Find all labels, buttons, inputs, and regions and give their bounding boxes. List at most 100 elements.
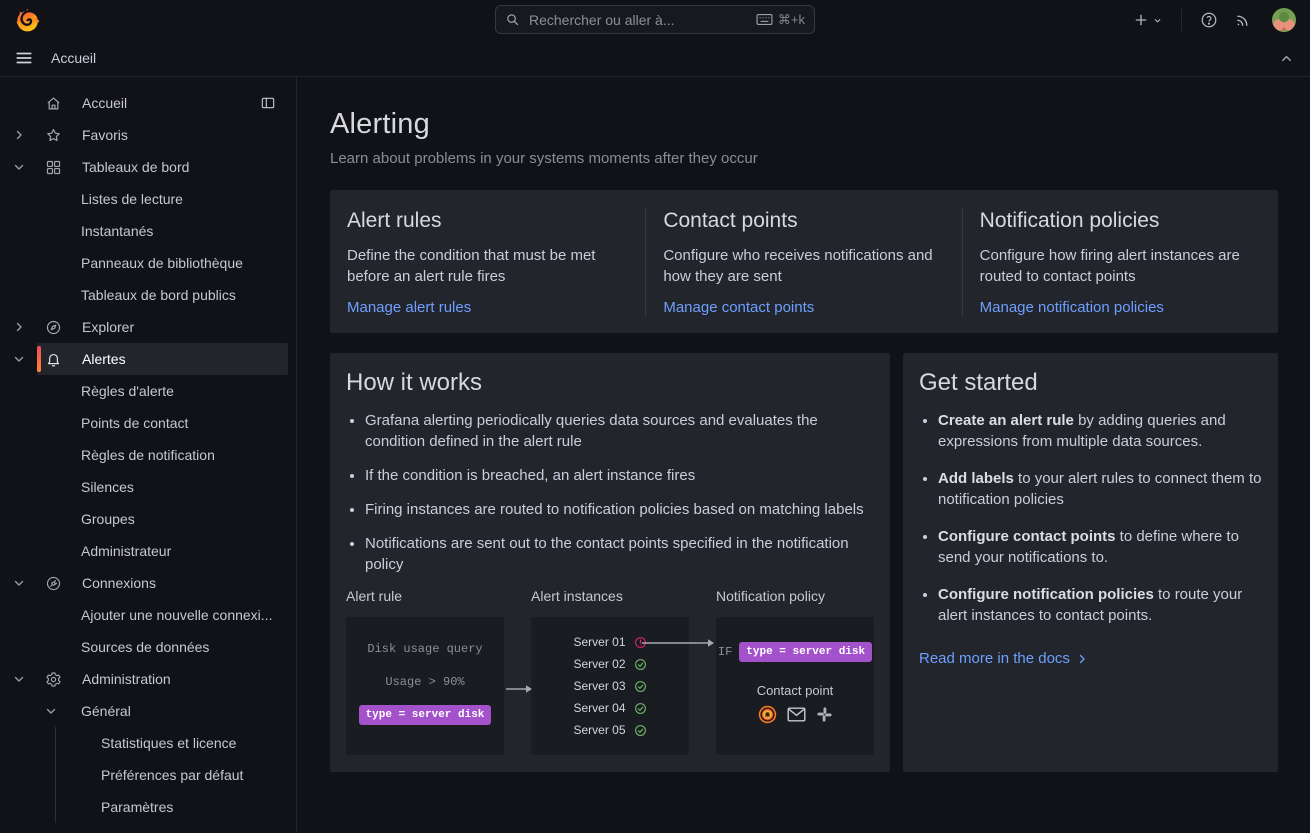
get-started-card: Get started Create an alert rule by addi… [903, 353, 1278, 772]
sidebar-item-label: Accueil [82, 95, 128, 111]
chevron-down-icon[interactable] [0, 353, 37, 365]
new-menu-button[interactable] [1129, 8, 1167, 32]
manage-alert-rules-link[interactable]: Manage alert rules [347, 299, 472, 316]
chevron-down-icon[interactable] [0, 673, 37, 685]
sidebar-item-explorer[interactable]: Explorer [0, 311, 296, 343]
sidebar-item-label: Tableaux de bord [82, 159, 190, 175]
sidebar-item-points-de-contact[interactable]: Points de contact [81, 415, 189, 431]
sidebar-item-parametres[interactable]: Paramètres [101, 799, 174, 815]
firing-icon [634, 636, 647, 649]
card-description: Define the condition that must be met be… [347, 247, 596, 285]
chevron-down-icon [1154, 18, 1161, 22]
dock-sidebar-icon[interactable] [260, 95, 276, 111]
card-title: Contact points [663, 209, 798, 232]
sidebar-item-instantanes[interactable]: Instantanés [81, 223, 154, 239]
contact-point-label: Contact point [756, 683, 834, 698]
list-item: Firing instances are routed to notificat… [365, 499, 874, 520]
overview-card-row: Alert rules Define the condition that mu… [330, 190, 1278, 333]
breadcrumb[interactable]: Accueil [51, 50, 97, 66]
alert-rule-query: Disk usage query [367, 642, 483, 656]
collapse-button[interactable] [1279, 51, 1294, 66]
notification-policy-box: IF type = server disk Contact point [716, 617, 874, 755]
label-pill: type = server disk [358, 705, 492, 725]
ok-check-icon [634, 658, 647, 671]
sidebar-item-label: Alertes [82, 351, 126, 367]
chevron-down-icon[interactable] [45, 705, 57, 717]
read-more-docs-link[interactable]: Read more in the docs [919, 650, 1088, 667]
plus-icon [1135, 14, 1147, 26]
manage-contact-points-link[interactable]: Manage contact points [663, 299, 815, 316]
chevron-right-icon[interactable] [0, 321, 37, 333]
sidebar-item-tableaux-de-bord[interactable]: Tableaux de bord [0, 151, 296, 183]
sidebar-item-administration[interactable]: Administration [0, 663, 296, 695]
sidebar-item-groupes[interactable]: Groupes [81, 511, 135, 527]
ok-check-icon [634, 680, 647, 693]
list-item: Grafana alerting periodically queries da… [365, 410, 874, 452]
card-title: Alert rules [347, 209, 442, 232]
chevron-right-icon[interactable] [0, 129, 37, 141]
sidebar-item-silences[interactable]: Silences [81, 479, 134, 495]
topnav-divider [1181, 9, 1182, 31]
if-keyword: IF [717, 645, 733, 659]
general-subgroup: Statistiques et licence Préférences par … [55, 727, 296, 823]
alert-rule-condition: Usage > 90% [385, 675, 465, 689]
sidebar-item-tableaux-de-bord-publics[interactable]: Tableaux de bord publics [81, 287, 236, 303]
grafana-logo[interactable] [14, 7, 41, 34]
menu-toggle-button[interactable] [15, 49, 33, 67]
search-icon [505, 12, 520, 27]
list-item: If the condition is breached, an alert i… [365, 465, 874, 486]
sidebar-item-sources-de-donnees[interactable]: Sources de données [81, 639, 210, 655]
apps-grid-icon [45, 159, 62, 176]
diagram-label-alert-instances: Alert instances [531, 588, 623, 604]
sidebar-item-general[interactable]: Général [0, 695, 296, 727]
how-it-works-card: How it works Grafana alerting periodical… [330, 353, 890, 772]
sidebar-item-preferences-par-defaut[interactable]: Préférences par défaut [101, 767, 244, 783]
gear-icon [45, 671, 62, 688]
card-contact-points: Contact points Configure who receives no… [645, 207, 961, 316]
get-started-title: Get started [919, 369, 1038, 396]
sidebar-item-label: Explorer [82, 319, 135, 335]
card-title: Notification policies [979, 209, 1160, 232]
sidebar-item-alertes[interactable]: Alertes [0, 343, 296, 375]
sidebar-item-label: Favoris [82, 127, 128, 143]
email-icon [787, 707, 806, 722]
user-avatar[interactable] [1272, 8, 1296, 32]
sidebar-item-listes-de-lecture[interactable]: Listes de lecture [81, 191, 183, 207]
server-row: Server 05 [531, 719, 689, 741]
sidebar-item-panneaux-de-bibliotheque[interactable]: Panneaux de bibliothèque [81, 255, 243, 271]
sidebar-item-regles-dalerte[interactable]: Règles d'alerte [81, 383, 174, 399]
news-icon [1237, 15, 1248, 26]
top-navbar: ⌘+k [0, 0, 1310, 40]
help-icon [1201, 12, 1217, 28]
manage-notification-policies-link[interactable]: Manage notification policies [979, 299, 1164, 316]
chevron-down-icon[interactable] [0, 161, 37, 173]
list-item: Add labels to your alert rules to connec… [938, 468, 1262, 510]
server-row: Server 03 [531, 675, 689, 697]
sidebar-item-connexions[interactable]: Connexions [0, 567, 296, 599]
home-icon [45, 95, 62, 112]
sidebar-item-ajouter-connexion[interactable]: Ajouter une nouvelle connexi... [81, 607, 273, 623]
sidebar-item-label: Connexions [82, 575, 156, 591]
sidebar-item-favoris[interactable]: Favoris [0, 119, 296, 151]
chevron-down-icon[interactable] [0, 577, 37, 589]
sidebar-item-statistiques-et-licence[interactable]: Statistiques et licence [101, 735, 237, 751]
sidebar-item-administrateur[interactable]: Administrateur [81, 543, 172, 559]
list-item: Notifications are sent out to the contac… [365, 533, 874, 575]
how-it-works-list: Grafana alerting periodically queries da… [346, 410, 874, 575]
page-title: Alerting [330, 108, 430, 140]
alert-rule-box: Disk usage query Usage > 90% type = serv… [346, 617, 504, 755]
news-button[interactable] [1230, 7, 1256, 33]
server-row: Server 01 [531, 631, 689, 653]
sidebar-item-regles-de-notification[interactable]: Règles de notification [81, 447, 215, 463]
sidebar-item-label: Administration [82, 671, 171, 687]
card-notification-policies: Notification policies Configure how firi… [961, 207, 1278, 316]
help-button[interactable] [1196, 7, 1222, 33]
search-input[interactable] [527, 10, 749, 29]
sidebar-item-accueil[interactable]: Accueil [0, 87, 296, 119]
card-description: Configure how firing alert instances are… [979, 247, 1240, 285]
keyboard-icon [756, 13, 773, 26]
topnav-actions [1129, 7, 1296, 33]
ok-check-icon [634, 724, 647, 737]
slack-icon [816, 706, 833, 723]
search-bar[interactable]: ⌘+k [495, 5, 815, 34]
